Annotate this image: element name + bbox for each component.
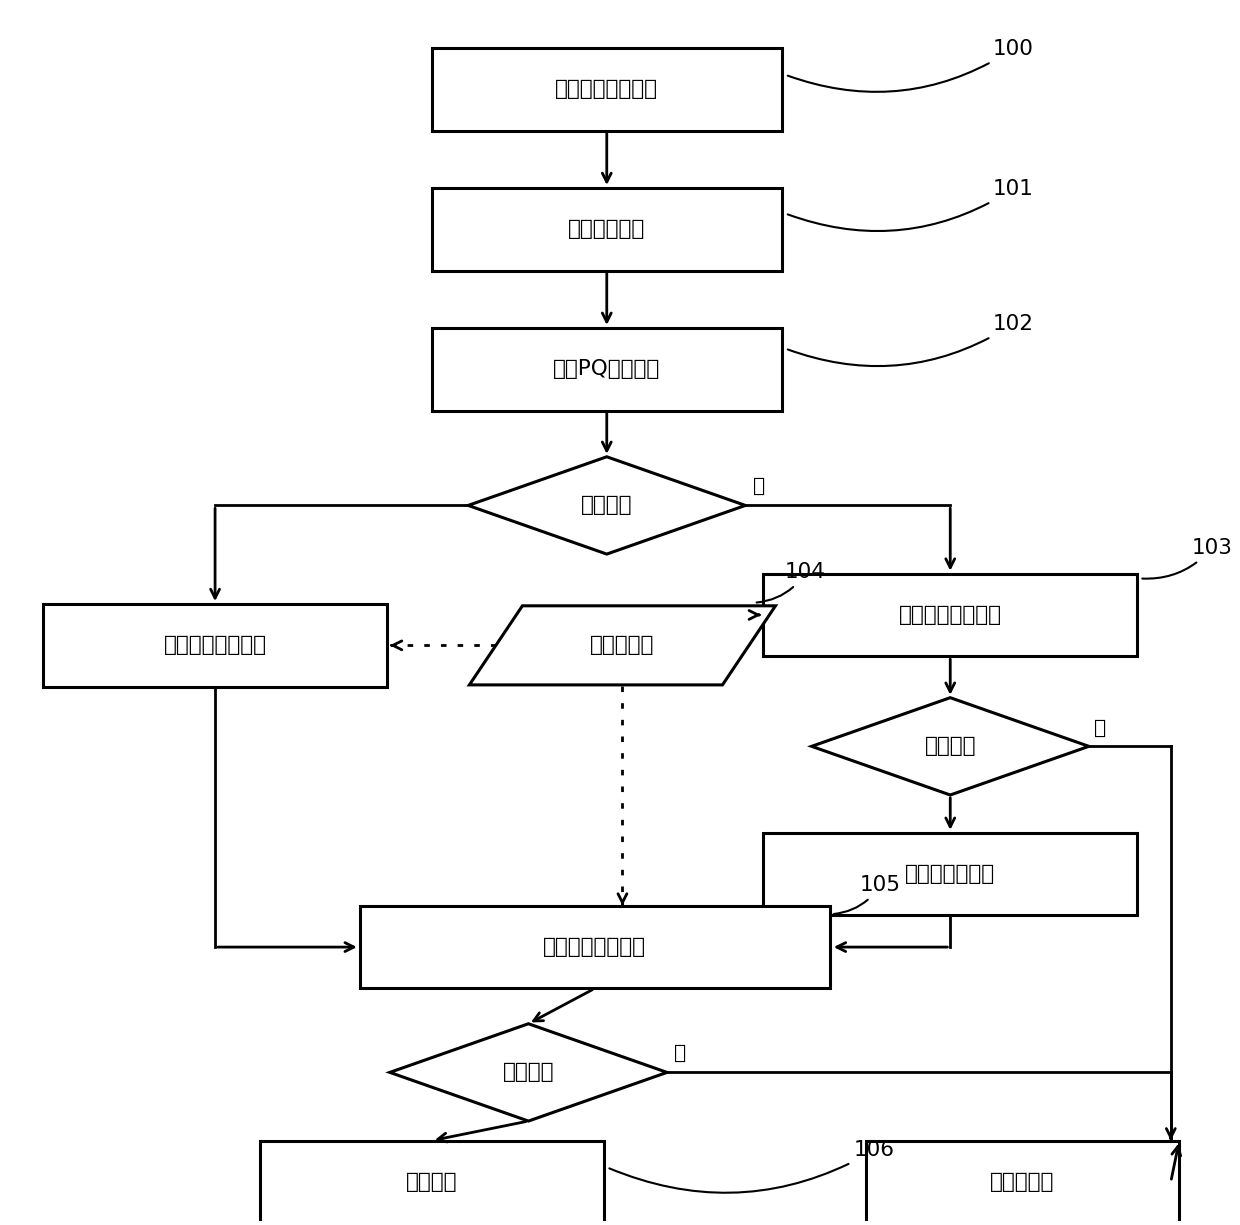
Text: 是否配对: 是否配对 [502, 1062, 554, 1083]
Polygon shape [432, 328, 781, 410]
Text: 下时段分析: 下时段分析 [991, 1172, 1055, 1192]
Polygon shape [470, 606, 775, 685]
Polygon shape [360, 905, 830, 989]
Polygon shape [469, 457, 745, 554]
Text: 否: 否 [675, 1044, 687, 1062]
Text: 是否异常: 是否异常 [925, 736, 976, 756]
Text: 数据获取与预处理: 数据获取与预处理 [556, 80, 658, 99]
Text: 104: 104 [756, 562, 826, 603]
Text: 100: 100 [787, 39, 1033, 92]
Polygon shape [812, 698, 1089, 795]
Polygon shape [764, 833, 1137, 915]
Text: 103: 103 [1142, 538, 1233, 578]
Text: 稳态功率特征匹配: 稳态功率特征匹配 [164, 636, 267, 655]
Polygon shape [260, 1140, 604, 1224]
Polygon shape [764, 573, 1137, 657]
Text: 负载特征库: 负载特征库 [590, 636, 655, 655]
Text: 暂态电流特征分析: 暂态电流特征分析 [899, 605, 1002, 625]
Text: 101: 101 [787, 179, 1033, 232]
Text: 输出结果: 输出结果 [407, 1172, 458, 1192]
Text: 开关事件检测: 开关事件检测 [568, 219, 645, 239]
Polygon shape [866, 1140, 1179, 1224]
Polygon shape [43, 604, 387, 687]
Text: 105: 105 [833, 875, 901, 914]
Polygon shape [432, 187, 781, 271]
Text: 106: 106 [609, 1140, 895, 1193]
Text: 是否聚类: 是否聚类 [582, 495, 632, 516]
Text: 否: 否 [753, 477, 765, 496]
Text: 事件识别并更新: 事件识别并更新 [905, 864, 996, 884]
Polygon shape [389, 1024, 667, 1121]
Text: 102: 102 [787, 314, 1033, 366]
Text: 否: 否 [1094, 719, 1106, 737]
Text: 稳态谐波特征校验: 稳态谐波特征校验 [543, 937, 646, 957]
Text: 基于PQ特征聚类: 基于PQ特征聚类 [553, 359, 661, 380]
Polygon shape [432, 48, 781, 131]
